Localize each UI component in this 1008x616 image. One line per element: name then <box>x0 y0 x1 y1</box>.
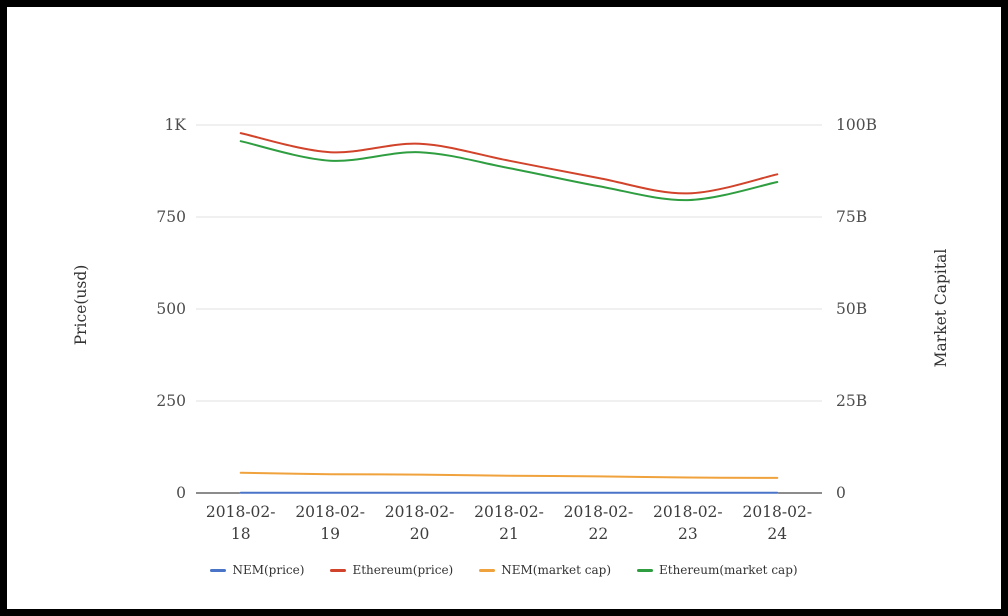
chart-line-ethereum-market-cap <box>239 140 779 202</box>
axis-tick-label: 0 <box>836 484 846 502</box>
x-axis-tick-label-line: 18 <box>230 524 251 543</box>
x-axis-tick-label-line: 20 <box>409 524 430 543</box>
x-axis-tick-label-line: 2018-02- <box>563 503 634 521</box>
x-axis-tick-label-line: 24 <box>767 524 788 543</box>
legend-label: Ethereum(market cap) <box>659 563 798 577</box>
x-axis-tick-label-line: 2018-02- <box>742 503 813 521</box>
axis-tick-label: 75B <box>836 208 868 226</box>
left-axis-title: Price(usd) <box>72 264 90 346</box>
axis-tick-label: 250 <box>156 392 186 410</box>
legend-item-ethereum-price[interactable]: Ethereum(price) <box>330 563 453 577</box>
legend-line-marker <box>637 568 653 572</box>
x-axis-tick-label: 2018-02- 21 <box>459 502 559 545</box>
legend-line-marker <box>479 568 496 572</box>
legend-label: NEM(market cap) <box>501 563 611 577</box>
chart-line-ethereum-price <box>239 132 779 195</box>
axis-tick-label: 750 <box>156 208 186 226</box>
x-axis-tick-label-line: 2018-02- <box>384 503 455 521</box>
x-axis-tick-label: 2018-02- 24 <box>727 502 827 545</box>
legend-item-nem-price[interactable]: NEM(price) <box>210 563 304 577</box>
chart-legend: NEM(price) Ethereum(price) NEM(market cap)… <box>0 563 1008 577</box>
legend-line-marker <box>330 568 347 572</box>
x-axis-tick-label-line: 2018-02- <box>205 503 276 521</box>
x-axis-tick-label: 2018-02- 23 <box>638 502 738 545</box>
axis-tick-label: 500 <box>156 300 186 318</box>
x-axis-tick-label-line: 21 <box>499 524 519 543</box>
axis-tick-label: 0 <box>176 484 186 502</box>
x-axis-tick-label-line: 2018-02- <box>474 503 544 521</box>
right-axis-title: Market Capital <box>932 248 950 368</box>
axis-tick-label: 100B <box>836 116 877 134</box>
x-axis-tick-label: 2018-02- 20 <box>370 502 470 545</box>
x-axis-tick-label-line: 2018-02- <box>295 503 365 521</box>
x-axis-tick-label: 2018-02- 22 <box>548 502 648 545</box>
x-axis-tick-label-line: 19 <box>320 524 340 543</box>
x-axis-tick-label-line: 2018-02- <box>653 503 723 521</box>
x-axis-tick-label-line: 23 <box>677 524 698 543</box>
axis-tick-label: 50B <box>836 300 868 318</box>
legend-label: NEM(price) <box>232 563 305 577</box>
legend-line-marker <box>210 568 227 572</box>
legend-item-ethereum-market-cap[interactable]: Ethereum(market cap) <box>637 563 798 577</box>
x-axis-tick-label-line: 22 <box>588 524 609 543</box>
x-axis-tick-label: 2018-02- 19 <box>280 502 380 545</box>
legend-item-nem-market-cap[interactable]: NEM(market cap) <box>479 563 611 577</box>
axis-tick-label: 25B <box>836 392 868 410</box>
x-axis-tick-label: 2018-02- 18 <box>191 502 291 545</box>
axis-tick-label: 1K <box>164 116 186 134</box>
legend-label: Ethereum(price) <box>352 563 454 577</box>
chart-line-nem-market-cap <box>239 471 779 479</box>
